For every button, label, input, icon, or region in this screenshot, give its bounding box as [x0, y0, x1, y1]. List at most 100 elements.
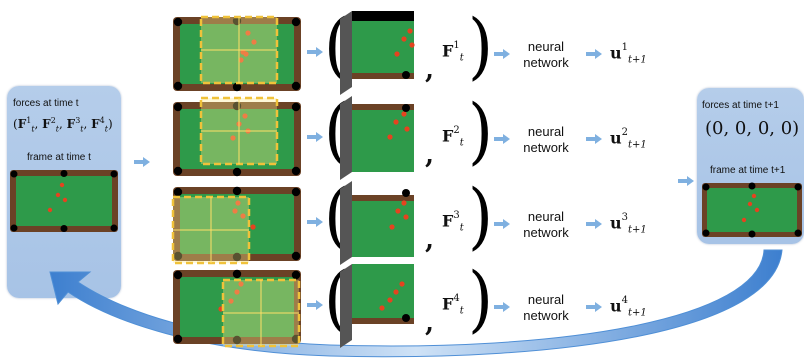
- neural-network-label: neural network: [523, 124, 569, 155]
- input-arrow: [134, 157, 150, 167]
- row-arrow: [586, 302, 602, 312]
- ball: [741, 217, 747, 223]
- comma: ,: [425, 140, 435, 170]
- neural-network-label: neural network: [523, 292, 569, 323]
- ball: [394, 51, 400, 57]
- pocket: [232, 269, 242, 279]
- pocket: [173, 102, 183, 112]
- output-panel: forces at time t+1 (0, 0, 0, 0) frame at…: [697, 88, 804, 244]
- table-row-1: [173, 15, 301, 92]
- close-paren: ): [468, 5, 493, 89]
- displacement-label: u2t+1: [610, 127, 647, 151]
- comma: ,: [425, 225, 435, 255]
- ball: [59, 182, 65, 188]
- ball: [228, 298, 234, 304]
- table-row-4: [173, 269, 301, 348]
- pocket: [291, 251, 301, 261]
- pocket: [232, 252, 242, 262]
- ball: [401, 36, 407, 42]
- pocket: [173, 334, 183, 344]
- frame-title-next: frame at time t+1: [710, 165, 786, 176]
- pocket: [702, 183, 710, 191]
- table-row-3: [171, 186, 301, 265]
- crop-view-1: [340, 11, 415, 95]
- ball: [747, 201, 753, 207]
- ball: [399, 281, 405, 287]
- forces-vector-next: (0, 0, 0, 0): [705, 118, 800, 139]
- pocket: [10, 224, 18, 232]
- pocket: [110, 224, 118, 232]
- pocket: [748, 182, 756, 190]
- displacement-label: u3t+1: [610, 212, 647, 236]
- pocket: [291, 81, 301, 91]
- ball: [404, 126, 410, 132]
- crop-view-3: [340, 181, 414, 265]
- pocket: [110, 170, 118, 178]
- pocket: [232, 82, 242, 92]
- pocket: [173, 251, 183, 261]
- close-paren: ): [468, 175, 493, 259]
- pocket: [173, 187, 183, 197]
- pocket: [291, 187, 301, 197]
- ball: [242, 113, 248, 119]
- pocket: [702, 229, 710, 237]
- table-row-2: [173, 96, 301, 177]
- pocket: [232, 335, 242, 345]
- frame-title: frame at time t: [27, 152, 91, 163]
- row-arrow: [307, 132, 323, 142]
- pocket: [748, 230, 756, 238]
- pocket: [173, 166, 183, 176]
- row-arrow: [494, 49, 510, 59]
- ball: [47, 207, 53, 213]
- row-arrow: [494, 302, 510, 312]
- ball: [245, 30, 251, 36]
- row-arrow: [494, 134, 510, 144]
- frame-t1-table: [702, 182, 802, 238]
- ball: [751, 193, 757, 199]
- crop-view-4: [340, 264, 414, 348]
- ball: [379, 305, 385, 311]
- row-arrow: [494, 219, 510, 229]
- row-arrow: [307, 47, 323, 57]
- forces-title: forces at time t: [13, 98, 79, 109]
- pocket: [291, 17, 301, 27]
- row-arrow: [586, 134, 602, 144]
- row-arrow: [586, 49, 602, 59]
- pocket: [60, 170, 68, 177]
- pocket: [402, 314, 410, 322]
- ball: [401, 200, 407, 206]
- pocket: [794, 183, 802, 191]
- close-paren: ): [468, 258, 493, 342]
- pocket: [794, 229, 802, 237]
- force-label: F3t: [442, 210, 464, 234]
- displacement-label: u1t+1: [610, 42, 647, 66]
- pocket: [291, 270, 301, 280]
- pocket: [173, 81, 183, 91]
- ball: [403, 214, 409, 220]
- ball: [409, 42, 415, 48]
- neural-network-label: neural network: [523, 209, 569, 240]
- ball: [407, 28, 413, 34]
- ball: [387, 297, 393, 303]
- ball: [232, 208, 238, 214]
- comma: ,: [425, 55, 435, 85]
- input-panel: forces at time t (F1t, F2t, F3t, F4t) fr…: [7, 86, 121, 298]
- ball: [393, 119, 399, 125]
- pocket: [291, 166, 301, 176]
- force-label: F4t: [442, 293, 464, 317]
- pocket: [402, 71, 410, 79]
- pocket: [291, 102, 301, 112]
- ball: [401, 111, 407, 117]
- row-arrow: [307, 300, 323, 310]
- comma: ,: [425, 308, 435, 338]
- neural-network-label: neural network: [523, 39, 569, 70]
- forces-title-next: forces at time t+1: [702, 100, 779, 111]
- ball: [235, 200, 241, 206]
- close-paren: ): [468, 90, 493, 174]
- ball: [243, 51, 249, 57]
- frame-t-table: [10, 170, 118, 232]
- ball: [240, 213, 246, 219]
- ball: [238, 57, 244, 63]
- pocket: [173, 17, 183, 27]
